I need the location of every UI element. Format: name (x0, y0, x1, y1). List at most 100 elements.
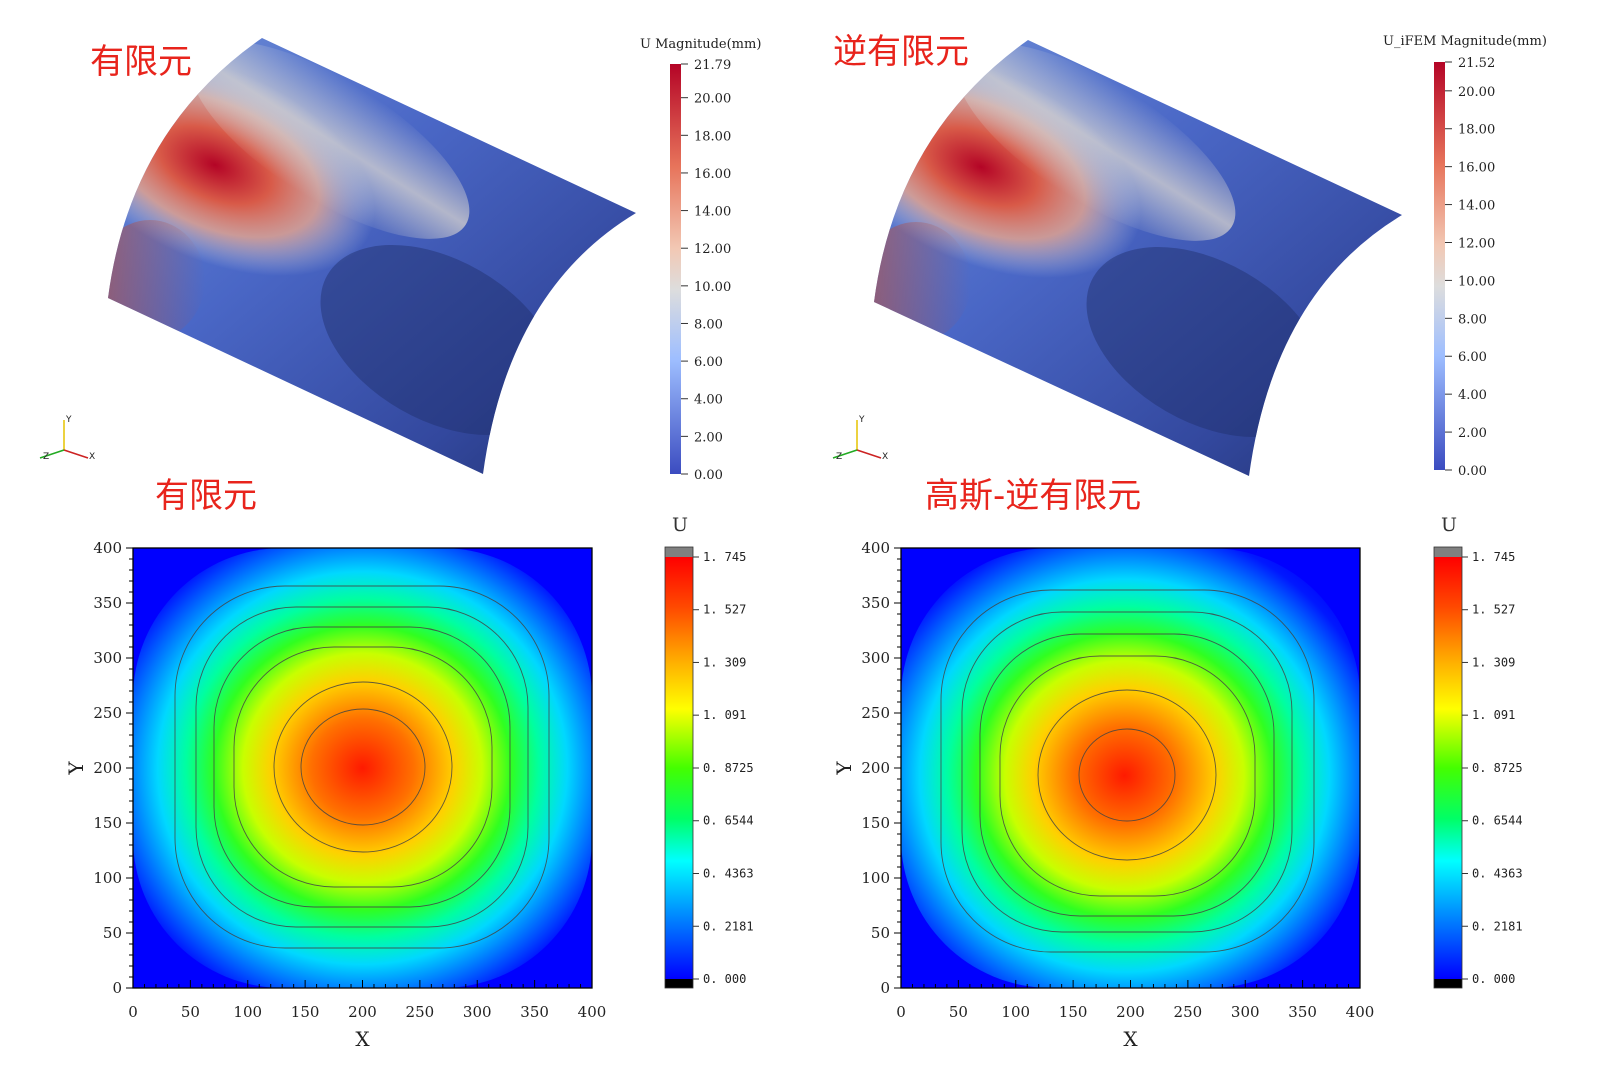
x-tick-label: 100 (233, 1003, 262, 1021)
colorbar-title-ifem-3d: U_iFEM Magnitude(mm) (1383, 34, 1547, 49)
colorbar-title-ifem-2d: U (1441, 514, 1458, 536)
contour-axes-gauss-ifem: 0 50 100 150 200 250 300 350 400 0 50 100 150 200 250 3… (832, 539, 1374, 1051)
y-tick-label: 350 (93, 594, 122, 612)
colorbar-tick-label: 0. 8725 (1472, 761, 1523, 775)
colorbar-title-fem-2d: U (672, 514, 689, 536)
shell-surface-ifem (874, 40, 1402, 476)
triad-y-label: Y (65, 415, 72, 425)
colorbar-tick-label: 0. 2181 (1472, 919, 1523, 933)
colorbar-tick-label: 12.00 (694, 242, 731, 257)
y-tick-label: 250 (861, 704, 890, 722)
x-tick-label: 0 (128, 1003, 138, 1021)
colorbar-ticks-ifem-2d: 1. 745 1. 527 1. 309 1. 091 0. 8725 0. 6544 0.… (1462, 550, 1523, 986)
triad-z-label: Z (836, 452, 842, 462)
y-tick-label: 50 (103, 924, 122, 942)
shell-surface-fem (108, 38, 636, 474)
colorbar-tick-label: 0. 000 (703, 972, 746, 986)
colorbar-title-fem-3d: U Magnitude(mm) (640, 37, 762, 52)
x-tick-label: 50 (949, 1003, 968, 1021)
colorbar-tick-label: 1. 309 (1472, 655, 1515, 669)
colorbar-ticks-fem-3d: 21.79 20.00 18.00 16.00 14.00 12.00 10.00 8.00 6… (681, 58, 731, 483)
colorbar-tick-label: 10.00 (1458, 274, 1495, 289)
colorbar-tick-label: 0. 4363 (1472, 866, 1523, 880)
x-tick-label: 0 (896, 1003, 906, 1021)
triad-z-label: Z (43, 452, 49, 462)
colorbar-tick-label: 0. 6544 (703, 814, 754, 828)
triad-x-label: X (89, 452, 95, 462)
y-tick-label: 250 (93, 704, 122, 722)
x-tick-label: 50 (181, 1003, 200, 1021)
colorbar-ticks-ifem-3d: 21.52 20.00 18.00 16.00 14.00 12.00 10.00 8.00 6… (1445, 56, 1495, 479)
colorbar-ifem-2d (1433, 546, 1463, 989)
x-tick-label: 200 (1116, 1003, 1145, 1021)
axes-triad-fem: Y X Z (39, 415, 95, 462)
colorbar-tick-label: 6.00 (1458, 350, 1487, 365)
y-tick-label: 0 (880, 979, 890, 997)
colorbar-tick-label: 0. 8725 (703, 761, 754, 775)
colorbar-tick-label: 1. 527 (703, 603, 746, 617)
colorbar-tick-label: 2.00 (1458, 426, 1487, 441)
y-tick-label: 400 (93, 539, 122, 557)
x-tick-label: 300 (463, 1003, 492, 1021)
x-tick-label: 350 (520, 1003, 549, 1021)
contour-plot-fem (132, 547, 593, 989)
contour-axes-fem: 0 50 100 150 200 250 300 350 400 0 50 100 150 200 250 3… (64, 539, 606, 1051)
y-tick-label: 300 (861, 649, 890, 667)
y-tick-label: 0 (112, 979, 122, 997)
colorbar-tick-label: 0.00 (694, 468, 723, 483)
colorbar-tick-label: 6.00 (694, 355, 723, 370)
colorbar-tick-label: 20.00 (1458, 85, 1495, 100)
axes-triad-ifem: Y X Z (832, 415, 888, 462)
colorbar-tick-label: 14.00 (694, 205, 731, 220)
panel-title-fem-3d: 有限元 (90, 42, 192, 82)
x-tick-label: 150 (1059, 1003, 1088, 1021)
colorbar-tick-label: 2.00 (694, 430, 723, 445)
y-tick-label: 300 (93, 649, 122, 667)
contour-plot-gauss-ifem (900, 547, 1361, 989)
colorbar-tick-label: 1. 745 (1472, 550, 1515, 564)
y-axis-label: Y (832, 761, 856, 776)
colorbar-tick-label: 1. 527 (1472, 603, 1515, 617)
panel-title-ifem-3d: 逆有限元 (833, 32, 969, 72)
colorbar-tick-label: 8.00 (1458, 312, 1487, 327)
y-tick-label: 50 (871, 924, 890, 942)
colorbar-tick-label: 14.00 (1458, 199, 1495, 214)
panel-title-gauss-ifem-2d: 高斯-逆有限元 (925, 476, 1142, 516)
colorbar-ticks-fem-2d: 1. 745 1. 527 1. 309 1. 091 0. 8725 0. 6544 0.… (693, 550, 754, 986)
colorbar-ifem-3d (1434, 62, 1445, 470)
x-tick-label: 100 (1001, 1003, 1030, 1021)
y-tick-label: 200 (861, 759, 890, 777)
colorbar-tick-label: 18.00 (694, 129, 731, 144)
colorbar-tick-label: 0. 2181 (703, 919, 754, 933)
colorbar-tick-label: 12.00 (1458, 236, 1495, 251)
colorbar-tick-label: 0. 4363 (703, 866, 754, 880)
colorbar-tick-label: 20.00 (694, 92, 731, 107)
colorbar-tick-label: 8.00 (694, 317, 723, 332)
y-tick-label: 100 (93, 869, 122, 887)
triad-x-label: X (882, 452, 888, 462)
x-tick-label: 300 (1231, 1003, 1260, 1021)
colorbar-tick-label: 4.00 (694, 393, 723, 408)
colorbar-tick-label: 18.00 (1458, 123, 1495, 138)
colorbar-tick-label: 21.79 (694, 58, 731, 73)
colorbar-tick-label: 21.52 (1458, 56, 1495, 71)
colorbar-fem-3d (670, 64, 681, 474)
colorbar-tick-label: 1. 745 (703, 550, 746, 564)
colorbar-tick-label: 16.00 (694, 167, 731, 182)
x-tick-label: 200 (348, 1003, 377, 1021)
colorbar-tick-label: 0. 6544 (1472, 814, 1523, 828)
colorbar-tick-label: 1. 091 (703, 708, 746, 722)
colorbar-tick-label: 0.00 (1458, 464, 1487, 479)
colorbar-tick-label: 1. 309 (703, 655, 746, 669)
y-tick-label: 200 (93, 759, 122, 777)
x-tick-label: 150 (291, 1003, 320, 1021)
x-tick-label: 250 (1174, 1003, 1203, 1021)
colorbar-fem-2d (664, 546, 694, 989)
triad-y-label: Y (858, 415, 865, 425)
y-tick-label: 400 (861, 539, 890, 557)
colorbar-tick-label: 10.00 (694, 280, 731, 295)
x-tick-label: 400 (1346, 1003, 1375, 1021)
x-axis-label: X (1123, 1027, 1138, 1051)
colorbar-tick-label: 16.00 (1458, 161, 1495, 176)
